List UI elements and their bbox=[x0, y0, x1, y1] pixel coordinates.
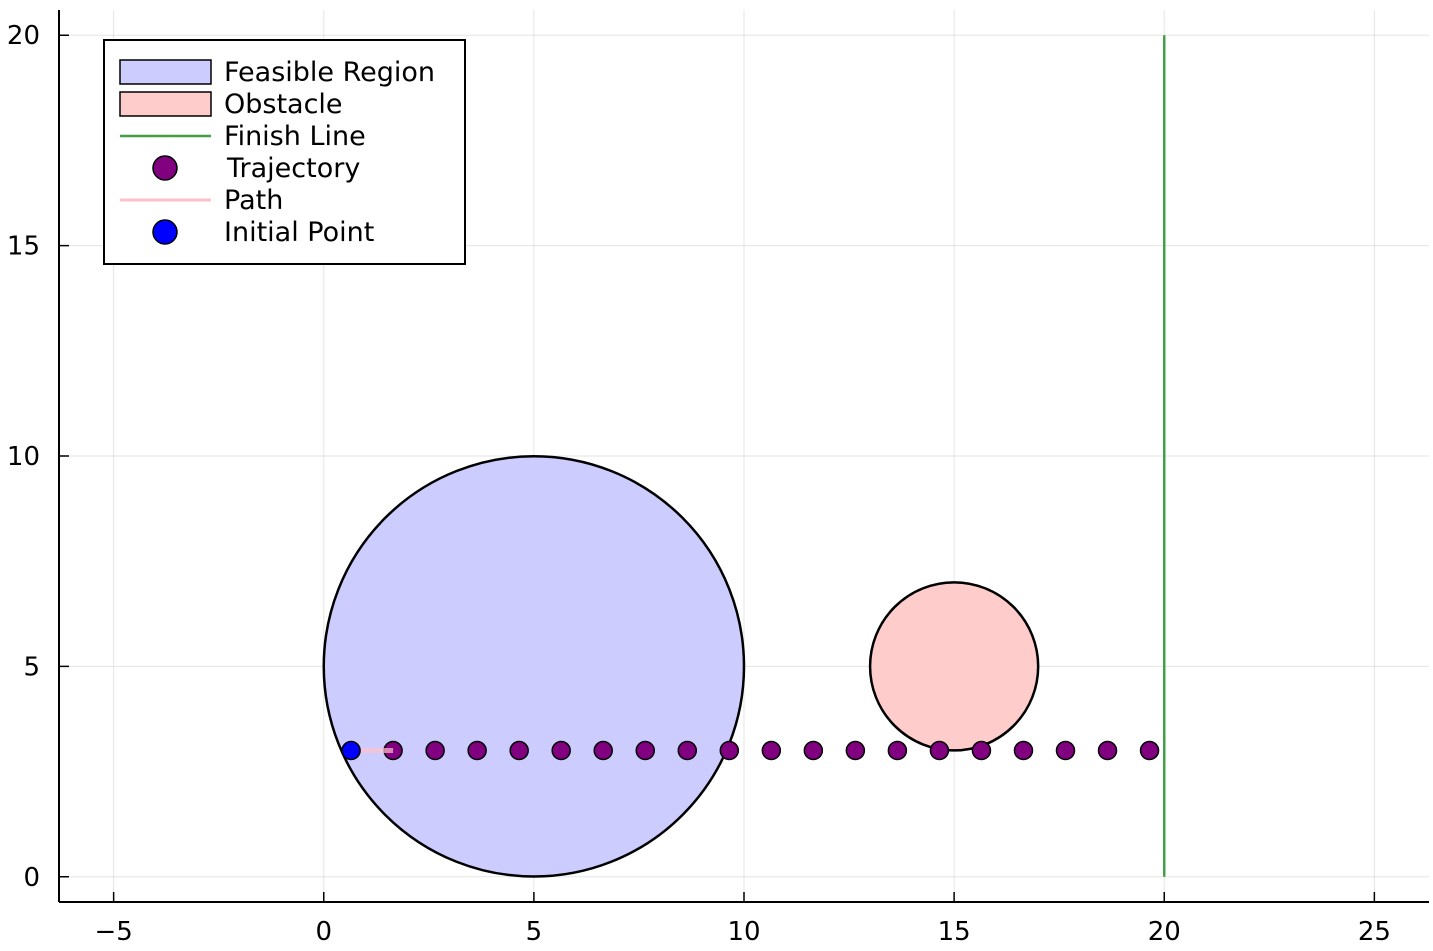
trajectory-point bbox=[551, 740, 571, 761]
trajectory-point bbox=[761, 740, 782, 761]
trajectory-point bbox=[971, 740, 992, 761]
x-tick-label: 5 bbox=[526, 917, 543, 947]
trajectory-point bbox=[1055, 740, 1076, 761]
trajectory-point bbox=[1097, 740, 1118, 761]
x-tick-label: 25 bbox=[1358, 917, 1391, 947]
y-tick-label: 20 bbox=[7, 21, 40, 51]
trajectory-point bbox=[425, 740, 445, 761]
trajectory-point bbox=[887, 740, 908, 761]
legend-swatch-trajectory bbox=[152, 155, 178, 181]
initial-point-point bbox=[341, 740, 361, 761]
feasible-region-circle bbox=[322, 455, 746, 878]
legend-label-trajectory: Trajectory bbox=[226, 153, 360, 184]
legend-swatch-feasible-region bbox=[119, 59, 212, 85]
legend-swatch-initial-point bbox=[152, 219, 178, 245]
trajectory-point bbox=[845, 740, 866, 761]
trajectory-point bbox=[803, 740, 824, 761]
y-tick-label: 15 bbox=[7, 232, 40, 262]
trajectory-point bbox=[593, 740, 613, 761]
obstacle-circle bbox=[868, 581, 1040, 752]
trajectory-point bbox=[509, 740, 529, 761]
x-tick-label: 15 bbox=[938, 917, 971, 947]
y-tick-label: 0 bbox=[23, 863, 40, 893]
legend-swatch-obstacle bbox=[119, 91, 212, 117]
chart-shapes bbox=[322, 35, 1166, 878]
trajectory-point bbox=[467, 740, 487, 761]
x-tick-label: 0 bbox=[315, 917, 332, 947]
legend-label-finish-line: Finish Line bbox=[224, 121, 366, 152]
legend-label-path: Path bbox=[224, 185, 283, 216]
trajectory-point bbox=[1139, 740, 1160, 761]
x-tick-label: 20 bbox=[1148, 917, 1181, 947]
x-tick-label: −5 bbox=[94, 917, 132, 947]
legend-label-feasible-region: Feasible Region bbox=[224, 57, 435, 88]
tick-marks: −5 0 5 10 15 20 25 0 5 10 15 20 bbox=[7, 21, 1391, 947]
legend-label-obstacle: Obstacle bbox=[224, 89, 343, 120]
y-tick-label: 10 bbox=[7, 442, 40, 472]
trajectory-point bbox=[929, 740, 950, 761]
trajectory-point bbox=[719, 740, 740, 761]
y-tick-label: 5 bbox=[23, 652, 40, 682]
trajectory-point bbox=[677, 740, 698, 761]
trajectory-point bbox=[635, 740, 655, 761]
trajectory-point bbox=[1013, 740, 1034, 761]
legend-label-initial-point: Initial Point bbox=[224, 217, 374, 248]
x-tick-label: 10 bbox=[727, 917, 760, 947]
